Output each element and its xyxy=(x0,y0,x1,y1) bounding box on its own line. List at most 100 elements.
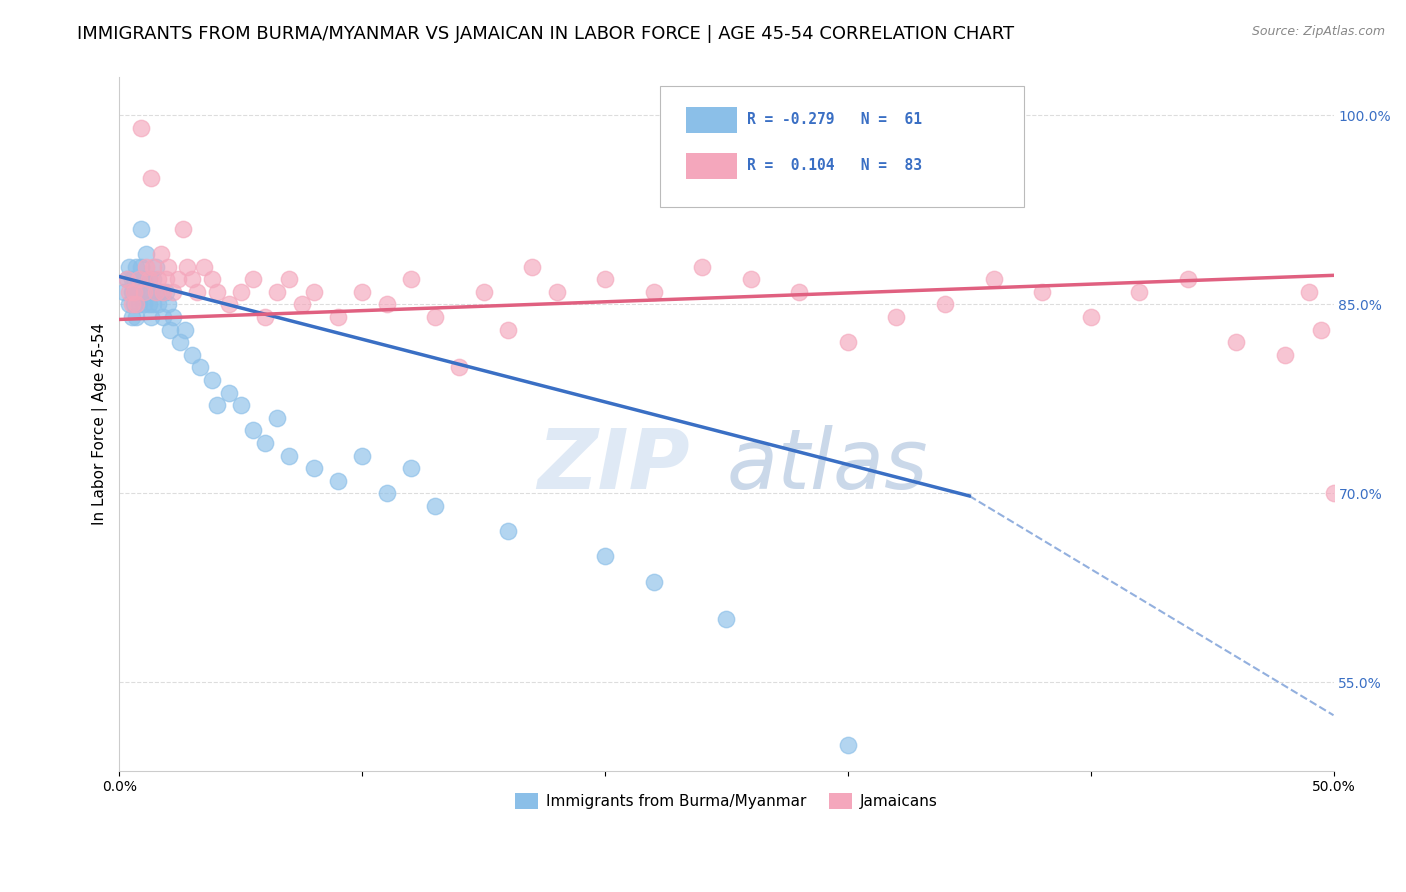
Point xyxy=(138,272,160,286)
Point xyxy=(128,272,150,286)
Point xyxy=(254,436,277,450)
Point xyxy=(375,297,398,311)
Point xyxy=(115,272,138,286)
Point xyxy=(174,322,197,336)
Point xyxy=(145,285,167,299)
Point xyxy=(139,310,162,324)
Text: IMMIGRANTS FROM BURMA/MYANMAR VS JAMAICAN IN LABOR FORCE | AGE 45-54 CORRELATION: IMMIGRANTS FROM BURMA/MYANMAR VS JAMAICA… xyxy=(77,25,1015,43)
Point xyxy=(142,260,165,274)
Point xyxy=(302,285,325,299)
Point xyxy=(278,449,301,463)
Point xyxy=(118,260,141,274)
Point xyxy=(121,285,143,299)
Point xyxy=(139,285,162,299)
Point xyxy=(643,285,665,299)
Point xyxy=(352,285,374,299)
Point xyxy=(145,285,167,299)
Point xyxy=(399,461,422,475)
Point xyxy=(593,272,616,286)
Point xyxy=(218,385,240,400)
Point xyxy=(837,739,859,753)
Text: ZIP: ZIP xyxy=(537,425,690,506)
Point xyxy=(122,285,145,299)
Point xyxy=(242,272,264,286)
Point xyxy=(1310,322,1333,336)
Point xyxy=(181,348,204,362)
Point xyxy=(218,297,240,311)
Point xyxy=(205,285,228,299)
Point xyxy=(201,272,224,286)
Point xyxy=(242,423,264,437)
Point xyxy=(125,310,148,324)
Point xyxy=(1080,310,1102,324)
Point xyxy=(201,373,224,387)
Point xyxy=(1225,335,1247,350)
Point xyxy=(593,549,616,564)
Point xyxy=(690,260,713,274)
Point xyxy=(205,398,228,412)
Point xyxy=(423,310,446,324)
Point xyxy=(138,297,160,311)
Point xyxy=(122,285,145,299)
Point xyxy=(229,398,252,412)
Point xyxy=(169,335,191,350)
Point xyxy=(266,410,288,425)
Bar xyxy=(686,106,737,133)
Point xyxy=(188,360,211,375)
Text: atlas: atlas xyxy=(727,425,928,506)
Point xyxy=(193,260,215,274)
Point xyxy=(135,247,157,261)
Point xyxy=(121,310,143,324)
Point xyxy=(135,260,157,274)
Point xyxy=(139,171,162,186)
Point xyxy=(934,297,956,311)
Legend: Immigrants from Burma/Myanmar, Jamaicans: Immigrants from Burma/Myanmar, Jamaicans xyxy=(509,787,943,815)
Point xyxy=(1274,348,1296,362)
Point xyxy=(399,272,422,286)
Point xyxy=(716,612,738,626)
Point xyxy=(789,285,811,299)
Point xyxy=(278,272,301,286)
Point xyxy=(128,285,150,299)
Point xyxy=(172,221,194,235)
Point xyxy=(142,297,165,311)
Point xyxy=(129,221,152,235)
Point xyxy=(135,285,157,299)
Point xyxy=(152,310,174,324)
Point xyxy=(132,297,155,311)
Point xyxy=(1031,285,1053,299)
Point xyxy=(290,297,312,311)
Text: Source: ZipAtlas.com: Source: ZipAtlas.com xyxy=(1251,25,1385,38)
Point xyxy=(155,285,177,299)
Point xyxy=(266,285,288,299)
Point xyxy=(132,285,155,299)
Bar xyxy=(686,153,737,179)
Point xyxy=(352,449,374,463)
Point xyxy=(423,499,446,513)
Point xyxy=(138,272,160,286)
Point xyxy=(186,285,208,299)
Point xyxy=(132,272,155,286)
Point xyxy=(156,260,179,274)
Point xyxy=(129,120,152,135)
Point xyxy=(122,297,145,311)
Point xyxy=(643,574,665,589)
Point xyxy=(156,297,179,311)
Point xyxy=(125,297,148,311)
Point xyxy=(1298,285,1320,299)
Point xyxy=(496,524,519,539)
Point xyxy=(162,310,184,324)
Point xyxy=(145,260,167,274)
Point xyxy=(449,360,471,375)
Point xyxy=(254,310,277,324)
Point xyxy=(129,260,152,274)
Point xyxy=(302,461,325,475)
Point xyxy=(155,272,177,286)
Point xyxy=(132,272,155,286)
Point xyxy=(118,285,141,299)
Point xyxy=(1322,486,1344,500)
Point xyxy=(159,322,181,336)
Point xyxy=(152,285,174,299)
Point xyxy=(546,285,568,299)
Point xyxy=(375,486,398,500)
